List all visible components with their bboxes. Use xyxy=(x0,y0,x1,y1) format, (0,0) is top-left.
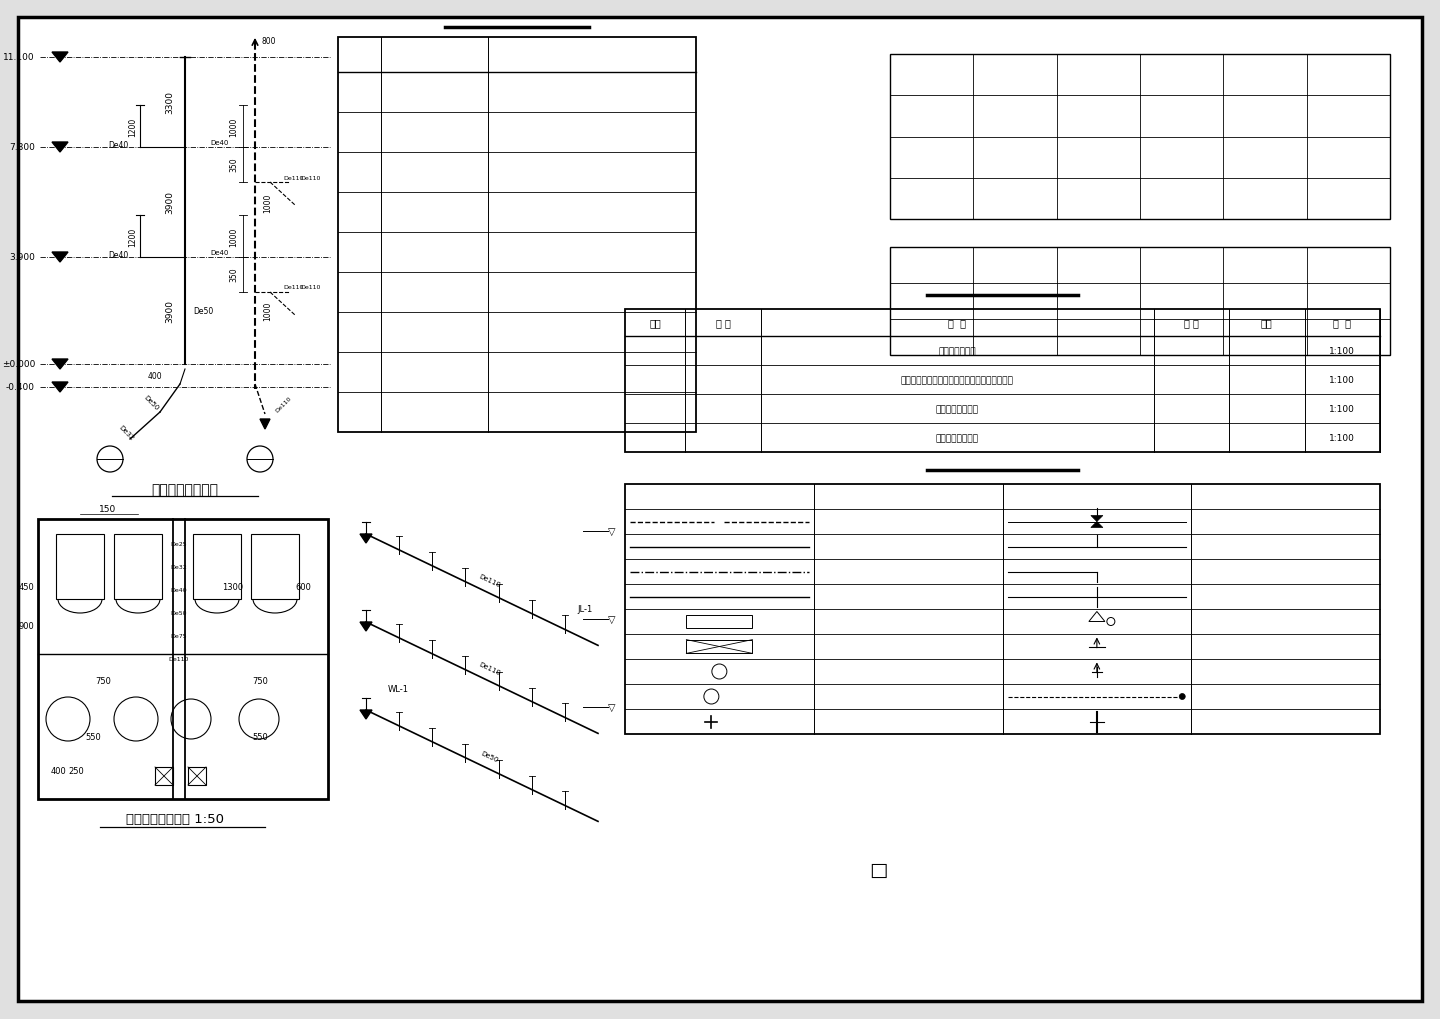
Text: De50: De50 xyxy=(171,611,187,615)
Text: 卫生间给排水详图、给排水立管系统图、图例表: 卫生间给排水详图、给排水立管系统图、图例表 xyxy=(901,376,1014,384)
Text: De40: De40 xyxy=(108,251,128,259)
Text: De110: De110 xyxy=(275,395,292,414)
Text: 350: 350 xyxy=(229,267,238,282)
Text: 400: 400 xyxy=(148,372,163,381)
Text: 张数: 张数 xyxy=(1261,318,1273,328)
Polygon shape xyxy=(52,360,68,370)
Text: 750: 750 xyxy=(95,677,111,686)
Text: 350: 350 xyxy=(229,158,238,172)
Text: 3900: 3900 xyxy=(166,192,174,214)
Bar xyxy=(687,640,753,654)
Text: De40: De40 xyxy=(171,588,187,593)
Bar xyxy=(625,484,1380,735)
Bar xyxy=(114,535,163,599)
Text: 幅 面: 幅 面 xyxy=(1184,318,1198,328)
Text: WL-1: WL-1 xyxy=(387,685,409,694)
Text: De40: De40 xyxy=(210,250,229,256)
Text: ▽: ▽ xyxy=(608,527,615,536)
Text: 比  例: 比 例 xyxy=(1333,318,1351,328)
Text: De110: De110 xyxy=(300,175,320,180)
Text: 1200: 1200 xyxy=(128,227,137,247)
Text: 750: 750 xyxy=(252,677,268,686)
Text: 二层给排水平面图: 二层给排水平面图 xyxy=(936,433,979,442)
Polygon shape xyxy=(360,710,372,719)
Polygon shape xyxy=(52,143,68,153)
Text: 250: 250 xyxy=(68,766,84,775)
Polygon shape xyxy=(1092,522,1103,528)
Text: 3.900: 3.900 xyxy=(9,254,35,262)
Text: 1:100: 1:100 xyxy=(1329,433,1355,442)
Text: De110: De110 xyxy=(284,175,304,180)
Text: De32: De32 xyxy=(170,565,187,570)
Text: 一层给排水平面图: 一层给排水平面图 xyxy=(936,405,979,414)
Text: De110: De110 xyxy=(478,573,501,588)
Text: 图 号: 图 号 xyxy=(716,318,730,328)
Text: 图  名: 图 名 xyxy=(948,318,966,328)
Text: De110: De110 xyxy=(284,285,304,290)
Bar xyxy=(890,55,1390,220)
Text: 800: 800 xyxy=(261,38,275,47)
Text: De40: De40 xyxy=(210,140,229,146)
Text: JL-1: JL-1 xyxy=(577,605,593,613)
Polygon shape xyxy=(261,420,271,430)
Text: De40: De40 xyxy=(108,141,128,150)
Text: 1:100: 1:100 xyxy=(1329,405,1355,414)
Bar xyxy=(193,535,240,599)
Bar xyxy=(37,520,328,799)
Bar xyxy=(625,310,1380,452)
Text: 150: 150 xyxy=(99,505,117,514)
Text: De110: De110 xyxy=(478,660,501,676)
Bar xyxy=(189,767,206,786)
Text: 450: 450 xyxy=(19,583,35,592)
Text: 3300: 3300 xyxy=(166,92,174,114)
Text: 1000: 1000 xyxy=(264,302,272,321)
Text: 1000: 1000 xyxy=(264,194,272,213)
Text: 400: 400 xyxy=(50,766,66,775)
Text: 900: 900 xyxy=(19,622,35,631)
Circle shape xyxy=(1179,694,1185,700)
Polygon shape xyxy=(52,253,68,263)
Text: De50: De50 xyxy=(481,749,500,762)
Text: De25: De25 xyxy=(171,542,187,547)
Bar xyxy=(56,535,104,599)
Text: 550: 550 xyxy=(85,733,101,742)
Text: De75: De75 xyxy=(171,634,187,639)
Text: 1000: 1000 xyxy=(229,227,238,247)
Text: □: □ xyxy=(868,860,887,878)
Polygon shape xyxy=(52,382,68,392)
Text: ▽: ▽ xyxy=(608,614,615,625)
Polygon shape xyxy=(1092,516,1103,522)
Text: De32: De32 xyxy=(118,424,135,441)
Text: 550: 550 xyxy=(252,733,268,742)
Text: 600: 600 xyxy=(295,583,311,592)
Polygon shape xyxy=(52,53,68,63)
Text: 3900: 3900 xyxy=(166,300,174,323)
Text: 1200: 1200 xyxy=(128,117,137,137)
Text: 给排水立管系统图: 给排水立管系统图 xyxy=(151,483,219,496)
Text: -0.400: -0.400 xyxy=(6,383,35,392)
Text: 1300: 1300 xyxy=(222,583,243,592)
Bar xyxy=(156,767,173,786)
Bar xyxy=(687,615,753,629)
Text: ±0.000: ±0.000 xyxy=(1,360,35,369)
Text: 11.100: 11.100 xyxy=(3,53,35,62)
Text: De50: De50 xyxy=(193,307,213,316)
Text: 卫生间给排水详图 1:50: 卫生间给排水详图 1:50 xyxy=(127,813,225,825)
Polygon shape xyxy=(360,535,372,543)
Text: De50: De50 xyxy=(143,394,160,412)
Bar xyxy=(890,248,1390,356)
Text: De110: De110 xyxy=(168,657,189,662)
Bar xyxy=(251,535,300,599)
Text: 1000: 1000 xyxy=(229,117,238,137)
Text: 1:100: 1:100 xyxy=(1329,376,1355,384)
Text: De110: De110 xyxy=(300,285,320,290)
Text: 7.800: 7.800 xyxy=(9,144,35,153)
Text: 1:100: 1:100 xyxy=(1329,346,1355,356)
Bar xyxy=(338,38,696,433)
Text: ▽: ▽ xyxy=(608,702,615,712)
Text: 给排水设计说明: 给排水设计说明 xyxy=(939,346,976,356)
Text: 编号: 编号 xyxy=(649,318,661,328)
Polygon shape xyxy=(360,623,372,632)
